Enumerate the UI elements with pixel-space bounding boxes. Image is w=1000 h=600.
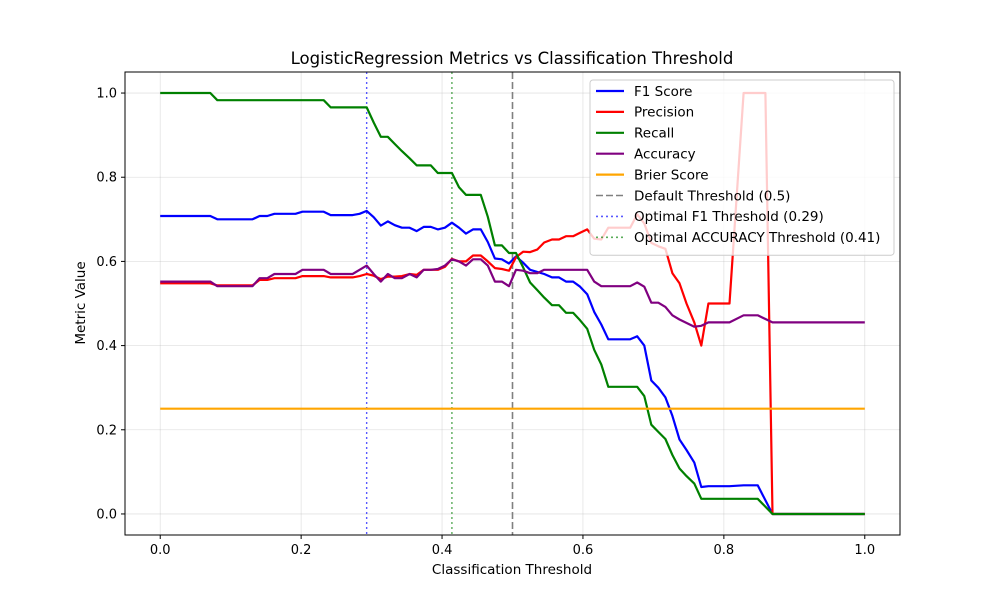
chart-title: LogisticRegression Metrics vs Classifica… <box>291 49 734 68</box>
series-line <box>160 258 865 328</box>
x-tick-label: 0.6 <box>573 543 594 558</box>
axis-ticks: 0.0 0.2 0.4 0.6 0.8 1.0 0.0 0.2 0.4 0.6 0.8 1.0 <box>96 87 875 558</box>
x-tick-label: 0.2 <box>291 543 312 558</box>
x-tick-label: 1.0 <box>854 543 875 558</box>
y-tick-label: 0.6 <box>96 255 117 270</box>
x-tick-label: 0.8 <box>714 543 735 558</box>
y-axis-label: Metric Value <box>73 261 89 344</box>
legend-label: Accuracy <box>634 147 696 163</box>
legend: F1 Score Precision Recall Accuracy Brier Sco… <box>589 79 895 256</box>
series-line <box>160 91 865 516</box>
x-tick-label: 0.4 <box>432 543 453 558</box>
legend-label: F1 Score <box>634 84 692 100</box>
legend-box <box>589 79 895 256</box>
legend-label: Precision <box>634 105 694 121</box>
legend-label: Optimal F1 Threshold (0.29) <box>634 209 824 225</box>
legend-label: Optimal ACCURACY Threshold (0.41) <box>634 230 880 246</box>
x-axis-label: Classification Threshold <box>432 562 592 578</box>
legend-label: Brier Score <box>634 167 709 183</box>
y-tick-label: 0.2 <box>96 423 117 438</box>
y-tick-label: 1.0 <box>96 87 117 102</box>
series-lines <box>160 91 865 516</box>
reference-lines <box>365 72 514 535</box>
y-tick-label: 0.8 <box>96 171 117 186</box>
series-line <box>160 91 865 516</box>
y-tick-label: 0.4 <box>96 339 117 354</box>
legend-label: Recall <box>634 126 674 142</box>
plot-frame <box>124 71 901 536</box>
series-line <box>160 209 865 516</box>
x-tick-label: 0.0 <box>150 543 171 558</box>
legend-label: Default Threshold (0.5) <box>634 188 790 204</box>
y-tick-label: 0.0 <box>96 507 117 522</box>
